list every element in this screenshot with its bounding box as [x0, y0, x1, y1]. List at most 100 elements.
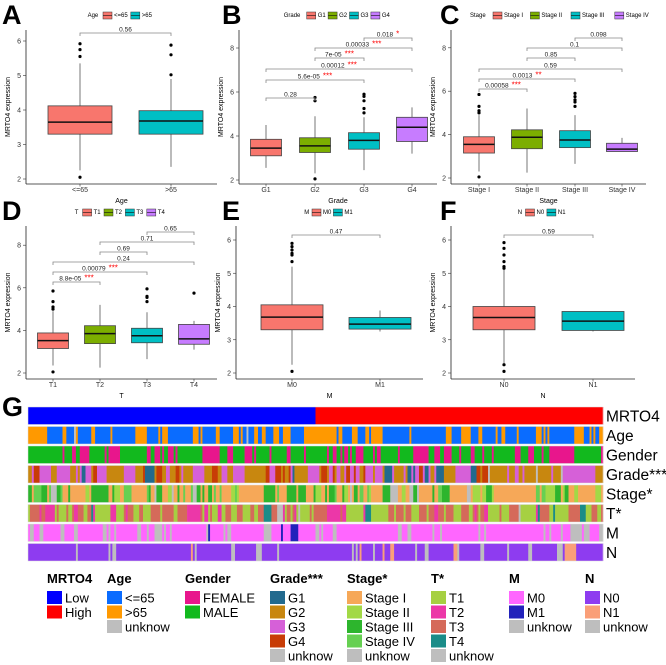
legend-label: T1 [94, 210, 102, 216]
bracket-line [363, 37, 413, 41]
legend-item-label: M0 [527, 591, 545, 606]
heatmap-cell [298, 524, 316, 542]
heatmap-cell [231, 524, 265, 542]
heatmap-cell [522, 465, 525, 483]
heatmap-cell [68, 504, 73, 522]
heatmap-track: MRTO4 [27, 406, 660, 426]
significance-stars: *** [84, 274, 93, 283]
heatmap-cell [62, 485, 69, 503]
heatmap-cell [233, 446, 245, 464]
heatmap-cell [75, 446, 81, 464]
heatmap-cell [120, 446, 148, 464]
heatmap-cell [269, 446, 272, 464]
outlier-point [51, 300, 55, 304]
heatmap-cell [290, 524, 299, 542]
heatmap-cell [150, 504, 161, 522]
heatmap-cell [231, 543, 236, 561]
heatmap-cell [470, 465, 477, 483]
heatmap-cell [426, 504, 429, 522]
p-value-text: 0.24 [117, 256, 130, 263]
heatmap-cell [405, 485, 410, 503]
p-value-text: 0.71 [141, 236, 154, 243]
heatmap-cell [340, 446, 343, 464]
comparison-bracket: 0.1 [526, 42, 623, 51]
box [47, 105, 113, 135]
bracket-line [291, 234, 381, 238]
legend-item-label: M1 [527, 605, 545, 620]
heatmap-cell [491, 446, 495, 464]
legend-item-label: FEMALE [203, 591, 255, 606]
heatmap-cell [290, 426, 305, 444]
heatmap-cell [373, 446, 376, 464]
heatmap-cell [413, 446, 429, 464]
outlier-point [290, 251, 294, 255]
heatmap-cell [545, 485, 556, 503]
p-value: 0.00033 *** [346, 40, 382, 49]
legend-item-label: unknow [365, 649, 410, 664]
y-tick-label: 4 [17, 108, 21, 115]
heatmap-cell [432, 524, 435, 542]
heatmap-cell [353, 465, 357, 483]
heatmap-cell [298, 504, 301, 522]
heatmap-cell [164, 524, 167, 542]
heatmap-cell [202, 446, 220, 464]
heatmap-cell [213, 485, 217, 503]
heatmap-cell [70, 485, 86, 503]
heatmap-cell [601, 504, 604, 522]
heatmap-cell [413, 465, 416, 483]
legend-label: Stage III [582, 13, 605, 19]
heatmap-cell [551, 465, 554, 483]
outlier-point [502, 260, 506, 264]
bracket-line [52, 261, 195, 265]
heatmap-cell [424, 543, 429, 561]
heatmap-cell [371, 485, 383, 503]
outlier-point [51, 289, 55, 293]
y-tick-label: 4 [230, 134, 234, 141]
significance-stars: ** [535, 71, 541, 80]
heatmap-cell [79, 446, 90, 464]
heatmap-cell [212, 485, 215, 503]
heatmap-cell [300, 504, 311, 522]
track-border [27, 484, 604, 503]
heatmap-cell [342, 504, 347, 522]
heatmap-cell [125, 504, 128, 522]
comparison-bracket: 0.00012 *** [265, 61, 413, 72]
heatmap-cell [340, 465, 345, 483]
heatmap-cell [290, 446, 305, 464]
significance-stars: * [396, 30, 399, 39]
heatmap-cell [215, 426, 220, 444]
legend-swatch-icon [431, 620, 446, 633]
heatmap-cell [388, 504, 395, 522]
heatmap-cell [334, 465, 337, 483]
heatmap-cell [430, 465, 435, 483]
heatmap-cell [28, 426, 48, 444]
heatmap-cell [28, 543, 77, 561]
heatmap-cell [171, 524, 207, 542]
x-tick-label: T4 [190, 382, 198, 389]
box [348, 317, 412, 330]
heatmap-cell [514, 446, 521, 464]
heatmap-cell [77, 504, 84, 522]
heatmap-cell [374, 446, 378, 464]
x-tick-label: Stage II [515, 187, 539, 194]
heatmap-cell [146, 524, 150, 542]
heatmap-cell [553, 465, 562, 483]
heatmap-cell [505, 426, 518, 444]
panel-letter: E [222, 196, 240, 226]
legend-label: G1 [318, 13, 327, 19]
heatmap-cell [116, 524, 138, 542]
heatmap-cell [162, 426, 169, 444]
heatmap-cell [411, 426, 447, 444]
heatmap-cell [202, 485, 205, 503]
heatmap-cell [304, 446, 307, 464]
heatmap-cell [555, 485, 562, 503]
box-0: M0 [260, 241, 324, 389]
heatmap-track: Grade*** [27, 465, 666, 484]
panel-g-heatmap: MRTO4 Age Gender Grade*** Stage* T* MN [27, 406, 666, 562]
y-axis-label: MRTO4 expression [430, 77, 437, 137]
heatmap-cell [394, 543, 416, 561]
heatmap-cell [296, 504, 299, 522]
comparison-bracket: 0.00058 *** [478, 81, 528, 92]
heatmap-cell [499, 504, 502, 522]
